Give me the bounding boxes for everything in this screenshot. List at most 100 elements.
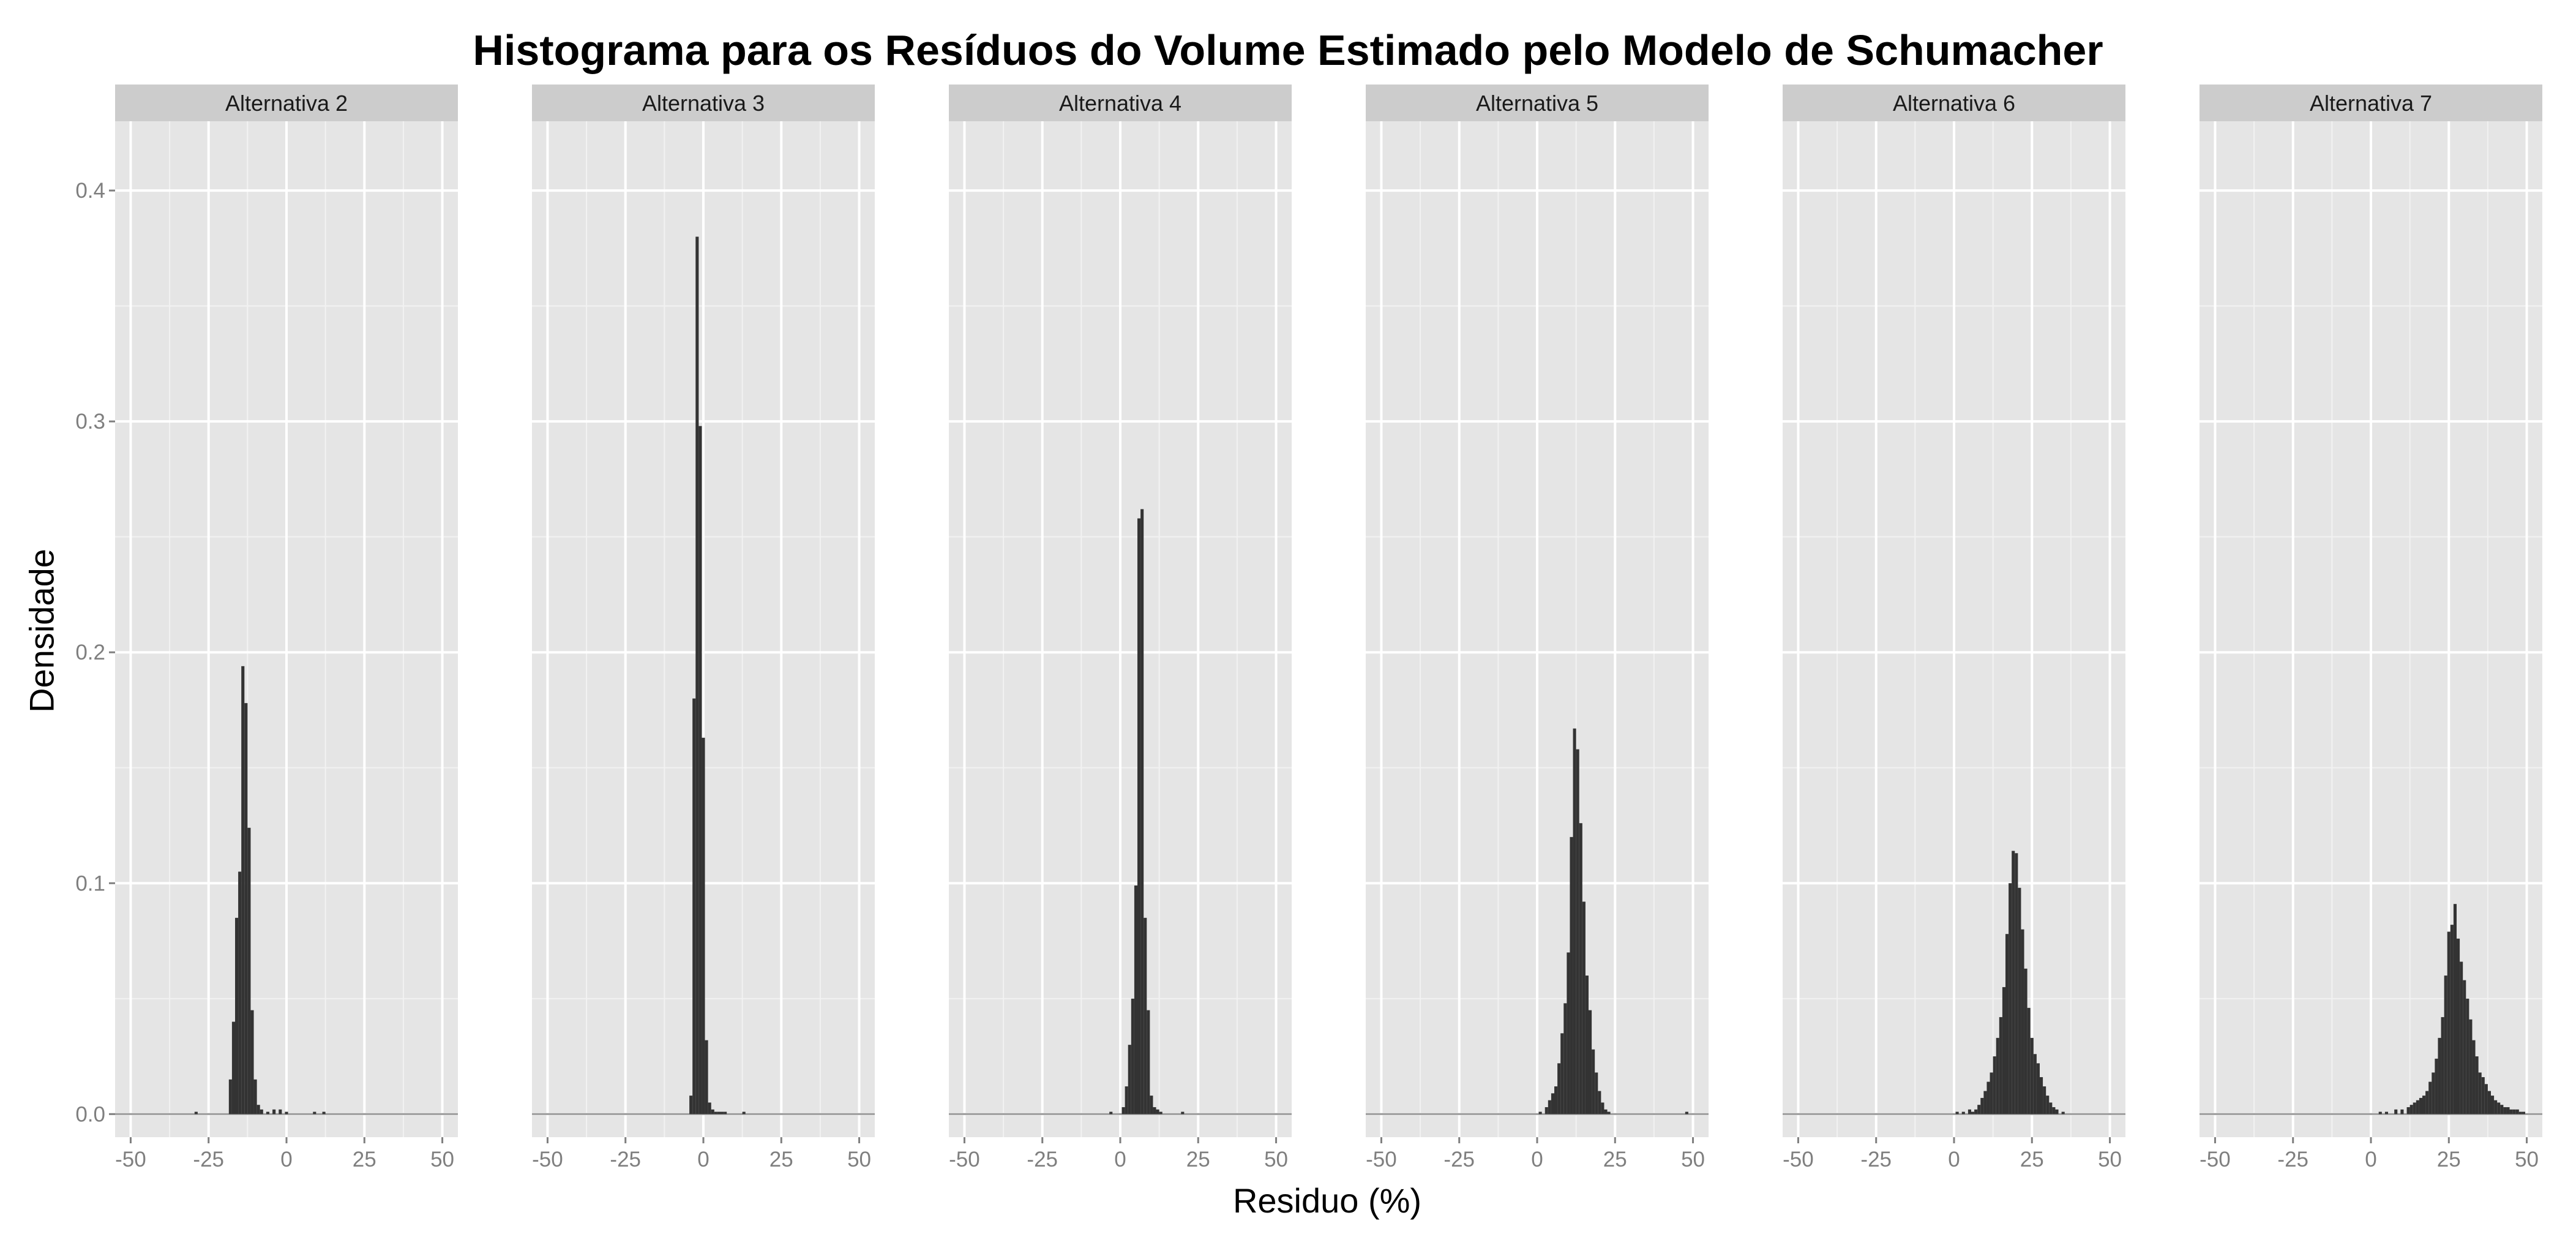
histogram-bar xyxy=(1993,1056,1996,1115)
histogram-bar xyxy=(2015,853,2018,1115)
histogram-bar xyxy=(279,1109,282,1115)
histogram-bar xyxy=(1968,1109,1971,1115)
x-tick-label: 25 xyxy=(1603,1148,1627,1171)
histogram-bar xyxy=(1570,837,1573,1115)
x-tick-label: -25 xyxy=(2277,1148,2308,1171)
x-tick-label: 50 xyxy=(2515,1148,2539,1171)
facet-strip-label: Alternativa 4 xyxy=(1059,91,1181,116)
histogram-bar xyxy=(1685,1111,1688,1115)
histogram-bar xyxy=(260,1109,263,1115)
histogram-bar xyxy=(692,698,696,1115)
x-tick-label: -50 xyxy=(532,1148,563,1171)
histogram-bar xyxy=(253,1079,257,1115)
x-tick-label: 50 xyxy=(2098,1148,2122,1171)
histogram-bar xyxy=(2460,961,2463,1115)
x-tick-label: 0 xyxy=(2365,1148,2376,1171)
histogram-bar xyxy=(1159,1111,1163,1115)
histogram-bar xyxy=(2012,851,2015,1115)
x-tick-label: 0 xyxy=(280,1148,292,1171)
y-tick-label: 0.0 xyxy=(75,1102,105,1126)
histogram-bar xyxy=(2469,1019,2473,1115)
y-tick-label: 0.3 xyxy=(75,410,105,434)
histogram-bar xyxy=(2491,1096,2495,1115)
histogram-bar xyxy=(1544,1107,1548,1115)
histogram-bar xyxy=(1601,1102,1604,1115)
histogram-bar xyxy=(2413,1102,2416,1115)
histogram-bar xyxy=(708,1102,711,1115)
histogram-bar xyxy=(235,917,239,1115)
histogram-bar xyxy=(1604,1109,1608,1115)
histogram-bar xyxy=(2428,1081,2432,1115)
histogram-bar xyxy=(1576,749,1579,1115)
histogram-bar xyxy=(2024,968,2027,1115)
histogram-bar xyxy=(2009,883,2012,1115)
histogram-bar xyxy=(2409,1105,2413,1115)
histogram-bar xyxy=(2453,904,2457,1115)
x-tick-label: 50 xyxy=(1264,1148,1288,1171)
facet-strip-label: Alternativa 7 xyxy=(2310,91,2432,116)
histogram-bar xyxy=(2061,1111,2065,1115)
histogram-bar xyxy=(1592,1049,1595,1115)
histogram-bar xyxy=(2457,938,2460,1115)
histogram-bar xyxy=(250,1010,254,1115)
histogram-bar xyxy=(2466,998,2469,1115)
histogram-bar xyxy=(2494,1100,2498,1115)
histogram-bar xyxy=(1999,1017,2002,1115)
histogram-bar xyxy=(2450,925,2454,1115)
histogram-bar xyxy=(689,1096,693,1115)
histogram-bar xyxy=(1582,901,1586,1115)
histogram-bar xyxy=(247,827,251,1115)
histogram-bar xyxy=(2509,1109,2513,1115)
histogram-bar xyxy=(2518,1111,2522,1115)
histogram-bar xyxy=(2435,1058,2438,1115)
histogram-bar xyxy=(1560,1033,1564,1115)
histogram-bar xyxy=(1595,1072,1598,1115)
histogram-bar xyxy=(194,1111,198,1115)
histogram-bar xyxy=(1156,1109,1159,1115)
x-tick-label: -50 xyxy=(1783,1148,1814,1171)
facet-strip xyxy=(2200,85,2542,121)
histogram-bar xyxy=(244,703,248,1115)
histogram-bar xyxy=(2005,934,2009,1115)
histogram-bar xyxy=(1567,952,1570,1115)
histogram-bar xyxy=(2002,987,2005,1115)
histogram-bar xyxy=(2444,976,2447,1115)
x-tick-label: 0 xyxy=(697,1148,709,1171)
histogram-bar xyxy=(1589,1010,1592,1115)
facet-panel: Alternativa 6 -50 -25 0 25 50 xyxy=(1783,85,2125,1171)
histogram-bar xyxy=(2419,1097,2422,1115)
histogram-bar xyxy=(2425,1091,2429,1115)
x-tick-label: 25 xyxy=(769,1148,793,1171)
histogram-bar xyxy=(238,871,242,1115)
histogram-bar xyxy=(1977,1105,1981,1115)
histogram-bar xyxy=(2384,1111,2388,1115)
histogram-bar xyxy=(2040,1077,2043,1115)
facet-strip xyxy=(949,85,1292,121)
y-tick-label: 0.1 xyxy=(75,871,105,895)
x-tick-label: -25 xyxy=(1443,1148,1475,1171)
histogram-bar xyxy=(2484,1084,2488,1115)
histogram-bar xyxy=(1131,998,1134,1115)
histogram-bar xyxy=(1598,1091,1601,1115)
histogram-bar xyxy=(2378,1111,2382,1115)
x-tick-label: -25 xyxy=(610,1148,641,1171)
histogram-bar xyxy=(714,1111,717,1115)
histogram-bar xyxy=(256,1105,260,1115)
facet-panel: Alternativa 4 -50 -25 0 25 50 xyxy=(949,85,1292,1171)
histogram-bar xyxy=(1955,1111,1959,1115)
x-tick-label: -25 xyxy=(1860,1148,1892,1171)
histogram-bar xyxy=(2506,1107,2510,1115)
histogram-bar xyxy=(721,1111,724,1115)
histogram-bar xyxy=(1551,1093,1554,1115)
x-tick-label: 0 xyxy=(1114,1148,1126,1171)
histogram-bar xyxy=(2027,1007,2031,1115)
histogram-bar xyxy=(1150,1096,1153,1115)
histogram-bar xyxy=(2033,1054,2037,1115)
histogram-bar xyxy=(1585,976,1589,1115)
facet-strip-label: Alternativa 5 xyxy=(1476,91,1598,116)
histogram-bar xyxy=(2055,1109,2059,1115)
histogram-bar xyxy=(2052,1107,2056,1115)
facet-strip xyxy=(1366,85,1709,121)
histogram-bar xyxy=(1538,1111,1542,1115)
